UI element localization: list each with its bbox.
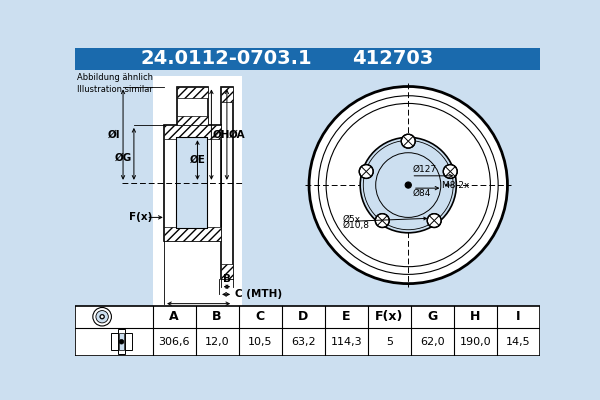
Text: B: B <box>212 310 222 323</box>
Bar <box>118 330 125 354</box>
Text: 14,5: 14,5 <box>506 337 531 347</box>
Text: D: D <box>298 310 308 323</box>
Bar <box>119 333 124 350</box>
Text: Ø127: Ø127 <box>412 165 436 174</box>
Bar <box>178 86 208 125</box>
Text: C (MTH): C (MTH) <box>235 290 283 299</box>
Circle shape <box>309 86 508 284</box>
Circle shape <box>93 308 112 326</box>
Text: 190,0: 190,0 <box>460 337 491 347</box>
Text: D: D <box>194 307 203 317</box>
Circle shape <box>96 310 109 323</box>
Text: Ø10,8: Ø10,8 <box>343 221 370 230</box>
Bar <box>178 116 208 125</box>
Circle shape <box>401 134 415 148</box>
Text: F(x): F(x) <box>129 212 152 222</box>
Text: ØI: ØI <box>108 130 121 140</box>
Text: E: E <box>342 310 350 323</box>
Bar <box>221 86 233 102</box>
Bar <box>221 86 233 279</box>
Text: 62,0: 62,0 <box>420 337 445 347</box>
Text: C: C <box>256 310 265 323</box>
Bar <box>178 86 208 98</box>
Circle shape <box>100 314 104 319</box>
Text: 63,2: 63,2 <box>291 337 316 347</box>
Circle shape <box>360 137 457 233</box>
Text: Ø84: Ø84 <box>412 189 431 198</box>
Text: M8 2x: M8 2x <box>442 180 470 190</box>
Text: ØA: ØA <box>229 130 245 140</box>
Bar <box>164 125 221 139</box>
Bar <box>164 227 221 240</box>
Circle shape <box>359 164 373 178</box>
Text: ØE: ØE <box>190 155 205 165</box>
Circle shape <box>101 316 103 318</box>
Bar <box>221 264 233 279</box>
Text: 5: 5 <box>386 337 393 347</box>
Circle shape <box>119 340 124 344</box>
Bar <box>75 48 540 70</box>
Text: 114,3: 114,3 <box>331 337 362 347</box>
Text: H: H <box>470 310 481 323</box>
Text: 306,6: 306,6 <box>158 337 190 347</box>
Text: ØH: ØH <box>213 130 230 140</box>
Bar <box>176 137 207 228</box>
Bar <box>75 306 540 356</box>
Text: G: G <box>427 310 437 323</box>
Bar <box>152 76 242 308</box>
Text: F(x): F(x) <box>375 310 403 323</box>
Bar <box>164 125 221 240</box>
Text: Abbildung ähnlich
Illustration similar: Abbildung ähnlich Illustration similar <box>77 73 154 94</box>
Text: I: I <box>516 310 521 323</box>
Bar <box>110 333 133 350</box>
Circle shape <box>427 214 441 228</box>
Text: 12,0: 12,0 <box>205 337 229 347</box>
Circle shape <box>405 182 412 188</box>
Text: ØG: ØG <box>115 153 131 163</box>
Text: 10,5: 10,5 <box>248 337 272 347</box>
Circle shape <box>376 214 389 228</box>
Text: Ø5x: Ø5x <box>343 214 361 223</box>
Circle shape <box>443 164 457 178</box>
Text: 24.0112-0703.1: 24.0112-0703.1 <box>140 49 312 68</box>
Text: B: B <box>223 274 231 284</box>
Text: A: A <box>169 310 179 323</box>
Text: 412703: 412703 <box>352 49 433 68</box>
